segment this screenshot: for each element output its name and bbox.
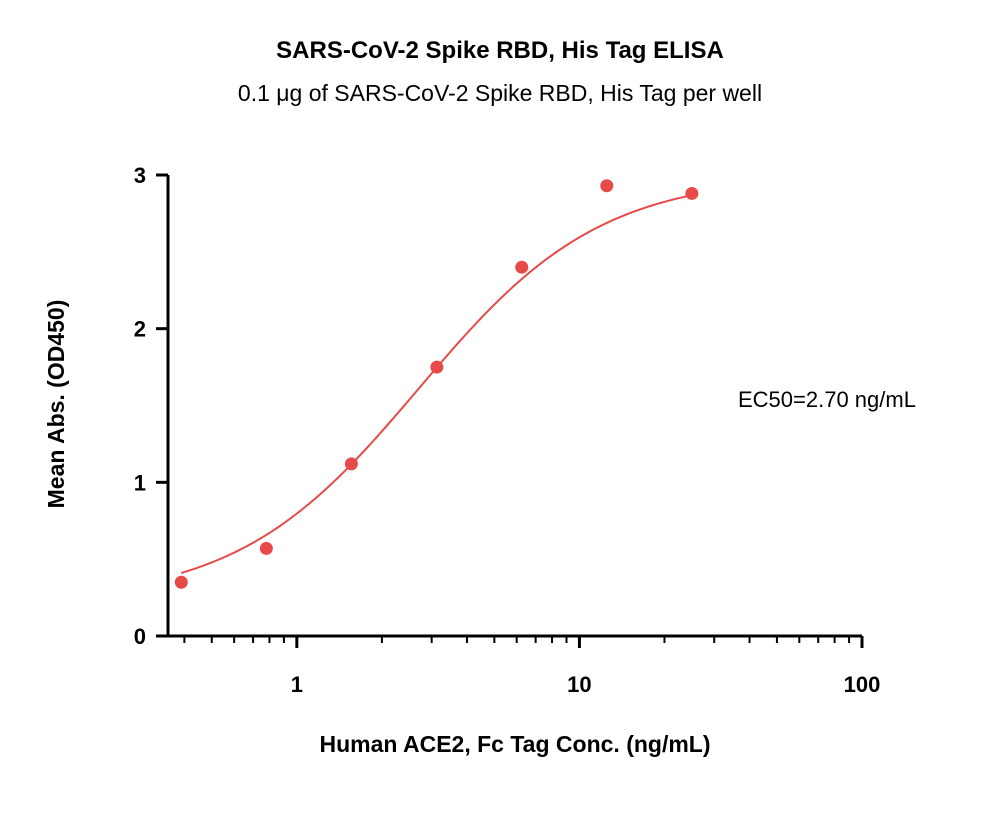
data-point (685, 186, 699, 200)
x-tick-label: 1 (291, 672, 303, 697)
data-point (344, 457, 358, 471)
ec50-annotation: EC50=2.70 ng/mL (738, 387, 916, 412)
axes (166, 175, 862, 638)
x-tick-label: 100 (844, 672, 881, 697)
x-tick-label: 10 (567, 672, 591, 697)
y-axis-label: Mean Abs. (OD450) (43, 300, 69, 509)
data-point (174, 575, 188, 589)
data-points (174, 179, 699, 589)
x-axis-label: Human ACE2, Fc Tag Conc. (ng/mL) (319, 731, 710, 757)
data-point (515, 260, 529, 274)
data-point (430, 360, 444, 374)
y-tick-label: 3 (134, 163, 146, 188)
y-tick-label: 0 (134, 624, 146, 649)
y-tick-label: 1 (134, 470, 146, 495)
fit-curve (180, 194, 693, 574)
chart-subtitle: 0.1 μg of SARS-CoV-2 Spike RBD, His Tag … (238, 80, 762, 106)
data-point (259, 541, 273, 555)
chart-title: SARS-CoV-2 Spike RBD, His Tag ELISA (276, 37, 724, 64)
fit-curve-group (180, 194, 693, 574)
ticks: 0 1 2 3 1 10 100 (134, 163, 881, 697)
data-point (600, 179, 614, 193)
y-tick-label: 2 (134, 317, 146, 342)
